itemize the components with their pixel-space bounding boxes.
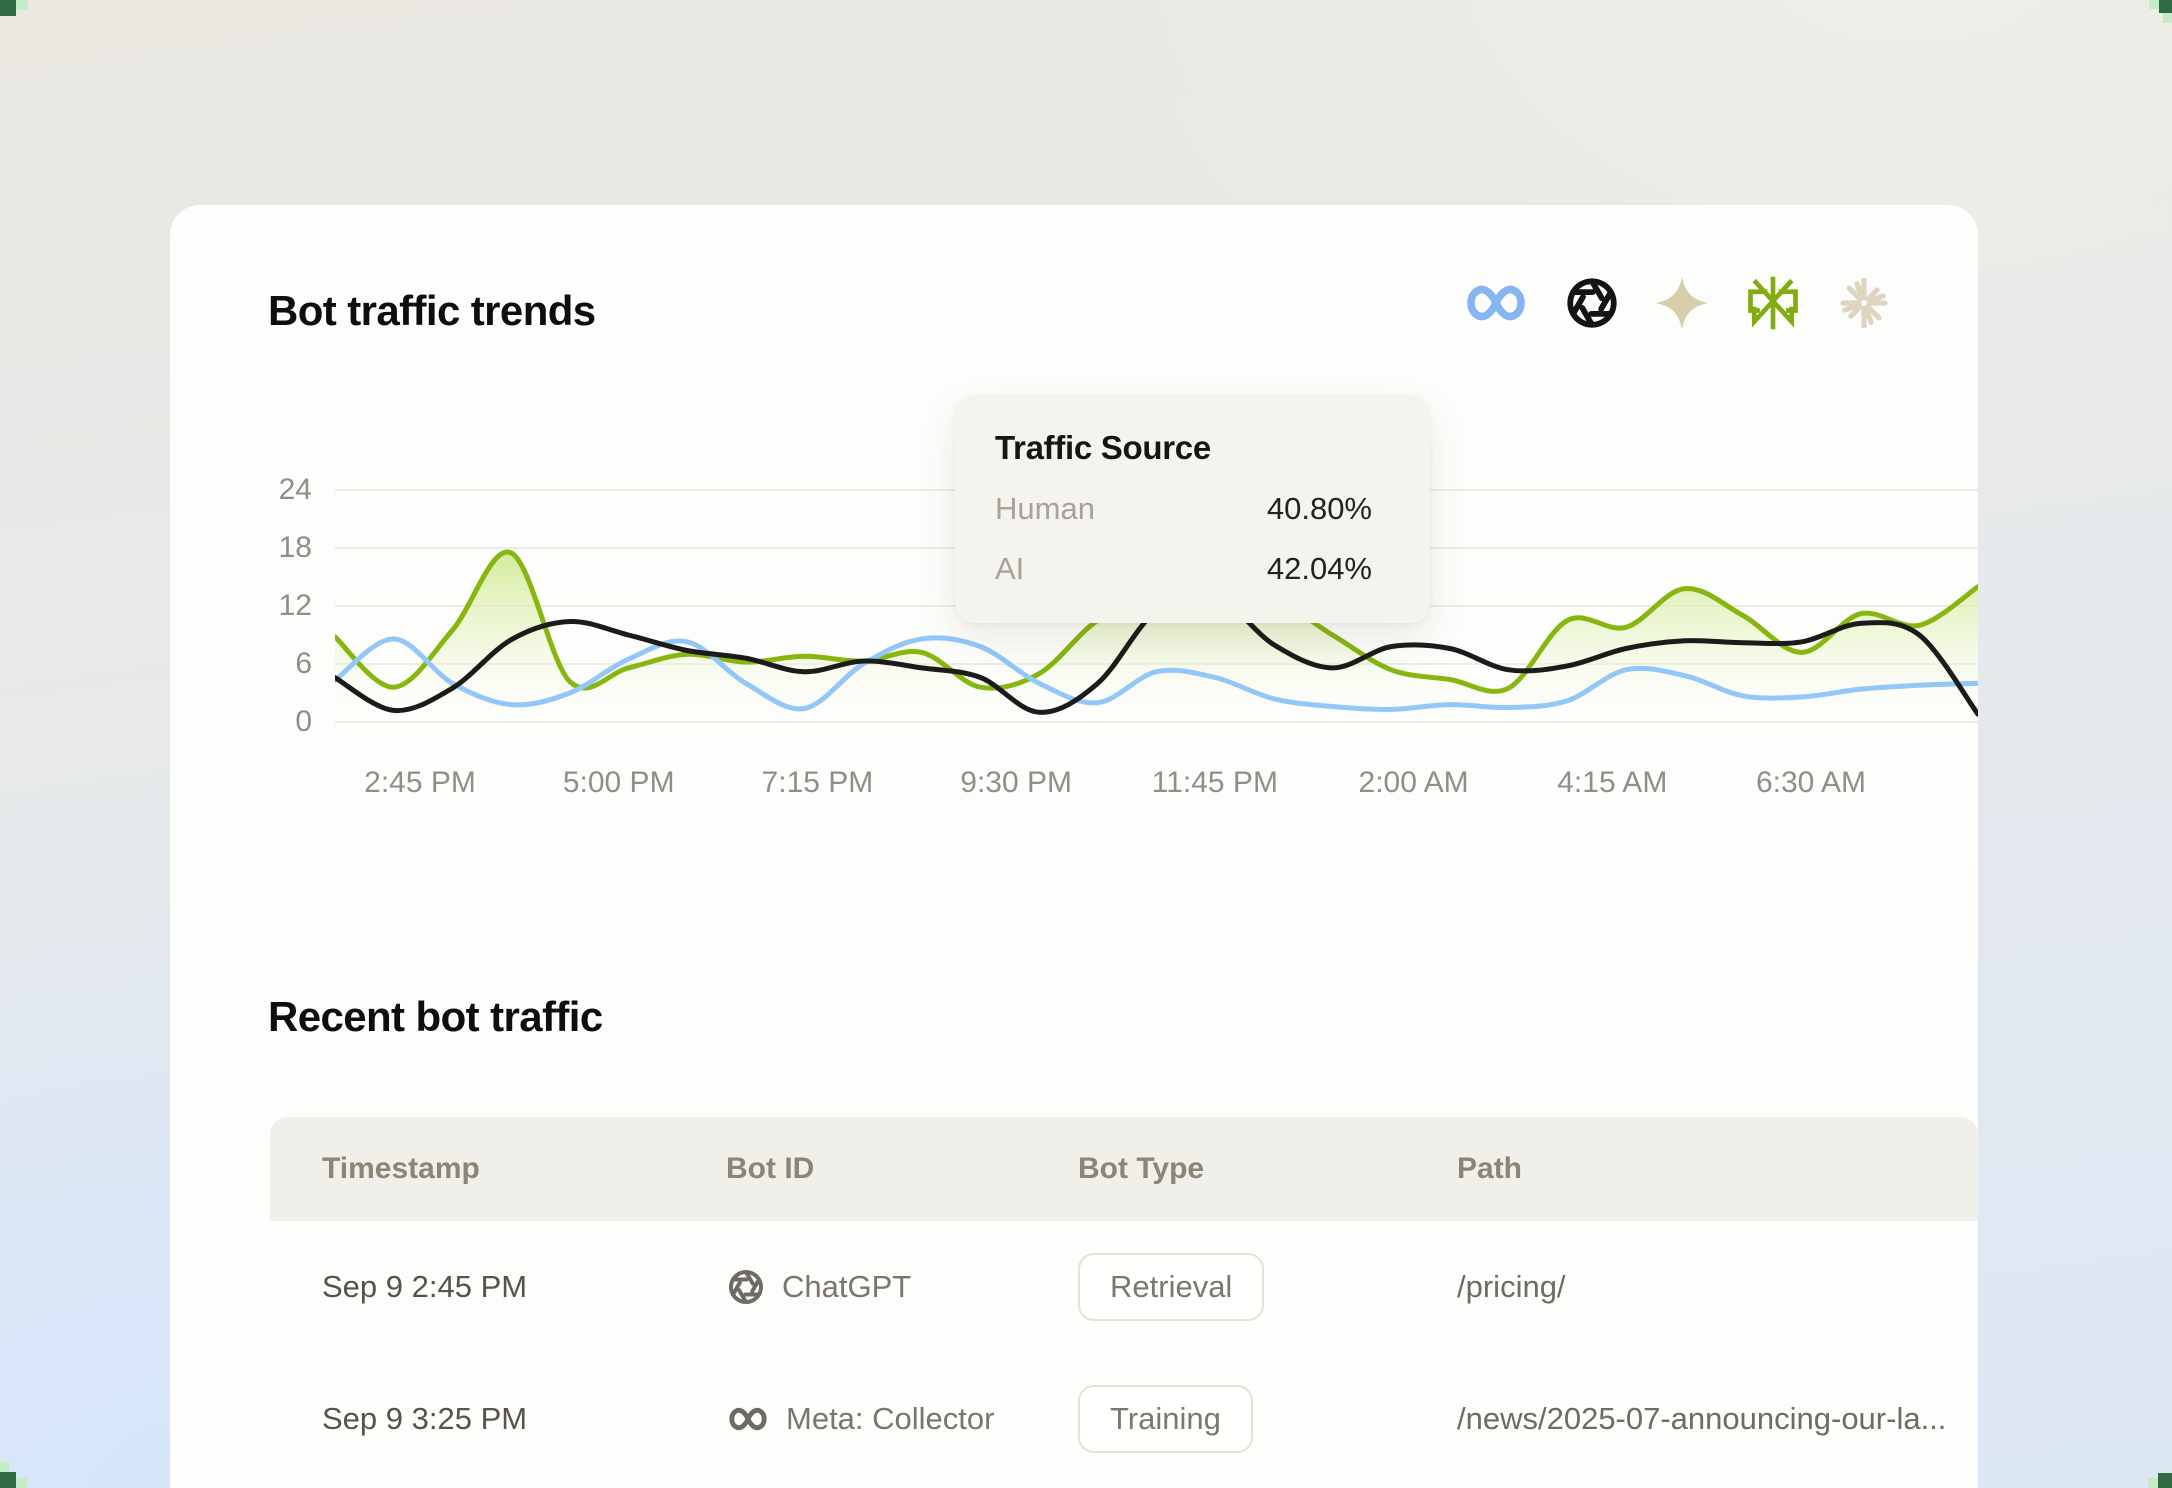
x-tick-label: 6:30 AM xyxy=(1755,766,1867,799)
x-tick-label: 2:00 AM xyxy=(1358,766,1469,799)
bot-type-cell: Retrieval xyxy=(1078,1253,1457,1321)
path-cell: /news/2025-07-announcing-our-la... xyxy=(1457,1401,1947,1436)
tooltip-title: Traffic Source xyxy=(995,429,1211,466)
blue-line xyxy=(335,635,1978,712)
x-tick-label: 9:30 PM xyxy=(960,766,1073,799)
tooltip-label: AI xyxy=(995,551,1025,586)
bot-traffic-chart[interactable]: 24 18 12 6 0 2:45 PM 5:00 PM 7:15 PM 9:30 PM 11:… xyxy=(170,205,1978,845)
corner-pixel-top-left-light xyxy=(16,0,28,10)
x-tick-label: 2:45 PM xyxy=(364,766,476,799)
table-row: Sep 9 2:45 PM ChatGPT Retrieval /pricing… xyxy=(270,1221,1978,1353)
y-tick-label: 18 xyxy=(278,531,312,564)
bot-type-cell: Training xyxy=(1078,1385,1457,1453)
bot-id-label: Meta: Collector xyxy=(786,1401,995,1436)
bot-type-badge: Retrieval xyxy=(1078,1253,1265,1321)
bot-id-label: ChatGPT xyxy=(782,1269,912,1304)
corner-pixel-top-right-light xyxy=(2149,0,2159,9)
chart-tooltip: Traffic Source Human 40.80% AI 42.04% xyxy=(955,395,1430,623)
tooltip-row-human: Human 40.80% xyxy=(995,491,1390,527)
corner-pixel-top-left xyxy=(0,0,16,16)
tooltip-value: 40.80% xyxy=(1266,491,1372,526)
timestamp-cell: Sep 9 3:25 PM xyxy=(322,1401,528,1436)
corner-pixel-top-right xyxy=(2159,0,2172,13)
recent-bot-traffic-title: Recent bot traffic xyxy=(268,993,603,1040)
x-tick-label: 7:15 PM xyxy=(761,766,874,799)
x-tick-label: 5:00 PM xyxy=(562,766,675,799)
timestamp-cell: Sep 9 2:45 PM xyxy=(322,1269,528,1304)
tooltip-row-ai: AI 42.04% xyxy=(995,551,1390,587)
page-title: Bot traffic trends xyxy=(268,287,596,334)
bot-id-cell: ChatGPT xyxy=(726,1267,1078,1307)
table-row: Sep 9 3:25 PM Meta: Collector Training /… xyxy=(270,1353,1978,1485)
corner-pixel-top-right-light2 xyxy=(2163,13,2172,23)
path-cell: /pricing/ xyxy=(1457,1269,1566,1304)
ai-traffic-area xyxy=(335,552,1978,722)
bot-id-cell: Meta: Collector xyxy=(726,1401,1078,1437)
col-header-timestamp: Timestamp xyxy=(322,1152,480,1185)
dashboard-card: Bot traffic trends 24 18 12 6 0 xyxy=(170,205,1978,1488)
x-tick-label: 4:15 AM xyxy=(1557,766,1668,799)
y-tick-label: 24 xyxy=(278,473,312,506)
col-header-bot-type: Bot Type xyxy=(1078,1152,1205,1185)
openai-icon xyxy=(726,1267,766,1307)
corner-pixel-bottom-left xyxy=(0,1472,16,1488)
y-tick-label: 6 xyxy=(295,647,312,680)
x-tick-label: 11:45 PM xyxy=(1151,766,1278,799)
recent-bot-traffic-table: Timestamp Bot ID Bot Type Path Sep 9 2:4… xyxy=(270,1117,1978,1485)
y-tick-label: 12 xyxy=(278,589,312,622)
col-header-bot-id: Bot ID xyxy=(726,1152,815,1185)
table-header-row: Timestamp Bot ID Bot Type Path xyxy=(270,1117,1978,1221)
corner-pixel-bottom-left-light2 xyxy=(0,1462,9,1472)
tooltip-label: Human xyxy=(995,491,1095,526)
corner-pixel-bottom-right xyxy=(2158,1473,2172,1488)
tooltip-value: 42.04% xyxy=(1266,551,1372,586)
col-header-path: Path xyxy=(1457,1152,1523,1185)
corner-pixel-bottom-right-light xyxy=(2148,1478,2158,1488)
meta-icon xyxy=(726,1404,770,1434)
corner-pixel-bottom-left-light xyxy=(16,1478,27,1488)
y-tick-label: 0 xyxy=(295,705,312,738)
bot-type-badge: Training xyxy=(1078,1385,1253,1453)
